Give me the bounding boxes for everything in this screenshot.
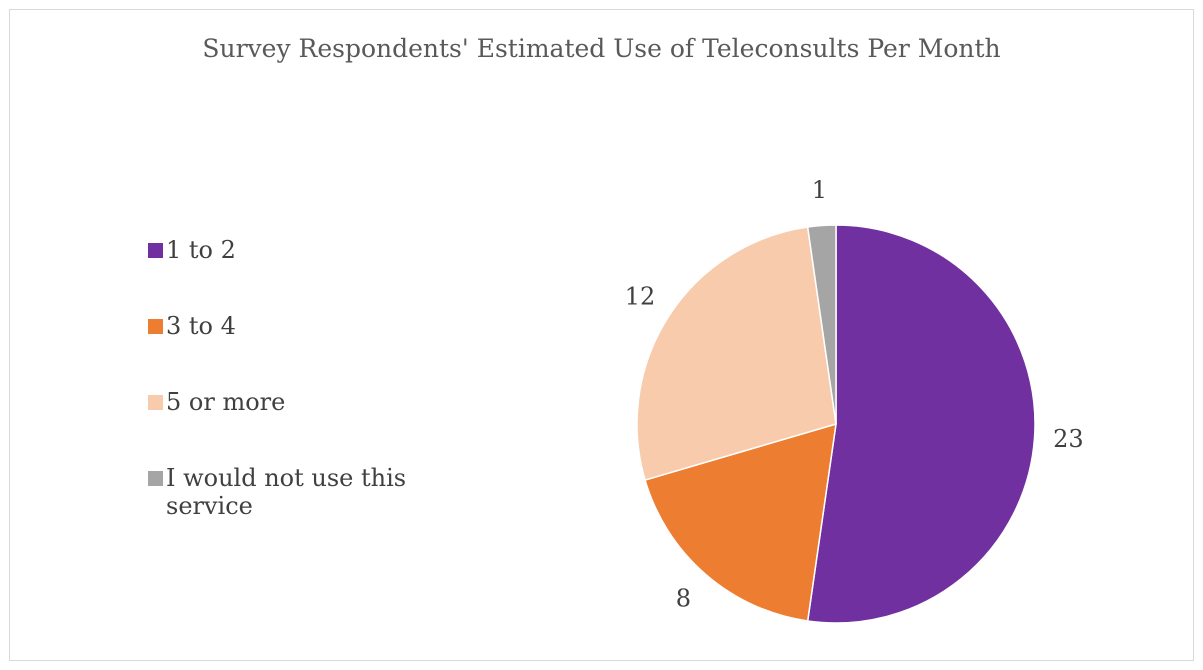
legend-item-5-or-more: 5 or more: [148, 388, 448, 416]
pie-slice: [806, 224, 1036, 624]
legend-label: 3 to 4: [166, 312, 236, 340]
legend-swatch: [148, 243, 163, 258]
pie-slices: [636, 224, 1036, 624]
legend-label: 1 to 2: [166, 236, 236, 264]
pie-slice: [806, 224, 837, 425]
legend-item-would-not-use: I would not use this service: [148, 464, 448, 520]
pie-data-labels: 23 8 12 1: [625, 176, 1084, 612]
legend-label: I would not use this service: [166, 464, 407, 520]
legend-item-3-to-4: 3 to 4: [148, 312, 448, 340]
chart-title: Survey Respondents' Estimated Use of Tel…: [202, 34, 1001, 63]
data-label: 1: [812, 176, 827, 204]
data-label: 12: [625, 283, 656, 311]
legend-swatch: [148, 395, 163, 410]
pie-slice: [644, 422, 837, 622]
data-label: 8: [676, 585, 691, 613]
legend-swatch: [148, 319, 163, 334]
legend: 1 to 2 3 to 4 5 or more I would not use …: [148, 236, 448, 568]
pie-slice: [636, 226, 837, 481]
data-label: 23: [1053, 425, 1084, 453]
legend-swatch: [148, 471, 163, 486]
legend-label: 5 or more: [166, 388, 286, 416]
legend-item-1-to-2: 1 to 2: [148, 236, 448, 264]
